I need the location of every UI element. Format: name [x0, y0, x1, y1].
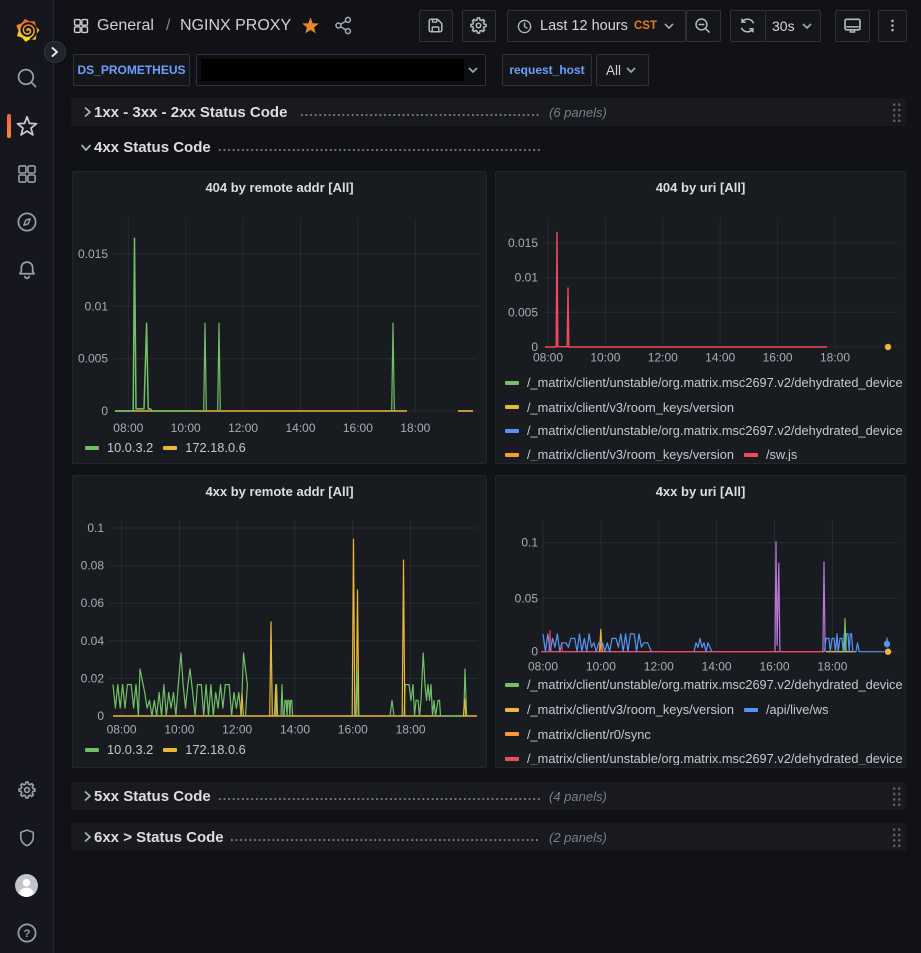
svg-text:?: ?: [24, 928, 31, 940]
